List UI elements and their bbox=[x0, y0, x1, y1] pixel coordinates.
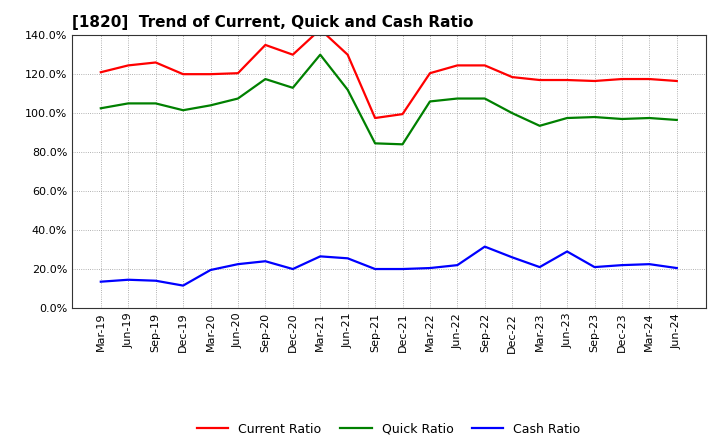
Quick Ratio bbox=[289, 85, 297, 91]
Quick Ratio bbox=[206, 103, 215, 108]
Line: Quick Ratio: Quick Ratio bbox=[101, 55, 677, 144]
Current Ratio bbox=[426, 70, 434, 76]
Cash Ratio bbox=[645, 261, 654, 267]
Text: [1820]  Trend of Current, Quick and Cash Ratio: [1820] Trend of Current, Quick and Cash … bbox=[72, 15, 473, 30]
Quick Ratio bbox=[261, 77, 270, 82]
Quick Ratio bbox=[672, 117, 681, 123]
Quick Ratio bbox=[590, 114, 599, 120]
Current Ratio bbox=[343, 52, 352, 57]
Cash Ratio bbox=[480, 244, 489, 249]
Current Ratio bbox=[618, 77, 626, 82]
Current Ratio bbox=[316, 27, 325, 32]
Current Ratio bbox=[590, 78, 599, 84]
Quick Ratio bbox=[480, 96, 489, 101]
Current Ratio bbox=[645, 77, 654, 82]
Quick Ratio bbox=[453, 96, 462, 101]
Quick Ratio bbox=[536, 123, 544, 128]
Quick Ratio bbox=[124, 101, 132, 106]
Legend: Current Ratio, Quick Ratio, Cash Ratio: Current Ratio, Quick Ratio, Cash Ratio bbox=[192, 418, 585, 440]
Current Ratio bbox=[563, 77, 572, 83]
Current Ratio bbox=[206, 72, 215, 77]
Quick Ratio bbox=[151, 101, 160, 106]
Quick Ratio bbox=[316, 52, 325, 57]
Current Ratio bbox=[289, 52, 297, 57]
Cash Ratio bbox=[536, 264, 544, 270]
Cash Ratio bbox=[563, 249, 572, 254]
Quick Ratio bbox=[398, 142, 407, 147]
Current Ratio bbox=[261, 42, 270, 48]
Cash Ratio bbox=[233, 261, 242, 267]
Quick Ratio bbox=[426, 99, 434, 104]
Quick Ratio bbox=[233, 96, 242, 101]
Cash Ratio bbox=[289, 266, 297, 271]
Current Ratio bbox=[124, 63, 132, 68]
Cash Ratio bbox=[426, 265, 434, 271]
Current Ratio bbox=[536, 77, 544, 83]
Cash Ratio bbox=[453, 263, 462, 268]
Current Ratio bbox=[151, 60, 160, 65]
Cash Ratio bbox=[371, 266, 379, 271]
Cash Ratio bbox=[508, 255, 516, 260]
Cash Ratio bbox=[151, 278, 160, 283]
Quick Ratio bbox=[96, 106, 105, 111]
Cash Ratio bbox=[398, 266, 407, 271]
Quick Ratio bbox=[371, 141, 379, 146]
Quick Ratio bbox=[508, 110, 516, 116]
Quick Ratio bbox=[618, 116, 626, 121]
Cash Ratio bbox=[590, 264, 599, 270]
Quick Ratio bbox=[563, 115, 572, 121]
Quick Ratio bbox=[645, 115, 654, 121]
Current Ratio bbox=[672, 78, 681, 84]
Current Ratio bbox=[233, 70, 242, 76]
Current Ratio bbox=[371, 115, 379, 121]
Cash Ratio bbox=[179, 283, 187, 288]
Cash Ratio bbox=[206, 268, 215, 273]
Cash Ratio bbox=[343, 256, 352, 261]
Line: Current Ratio: Current Ratio bbox=[101, 29, 677, 118]
Current Ratio bbox=[96, 70, 105, 75]
Cash Ratio bbox=[672, 265, 681, 271]
Current Ratio bbox=[179, 72, 187, 77]
Current Ratio bbox=[453, 63, 462, 68]
Quick Ratio bbox=[343, 87, 352, 92]
Current Ratio bbox=[508, 74, 516, 80]
Quick Ratio bbox=[179, 107, 187, 113]
Cash Ratio bbox=[316, 254, 325, 259]
Cash Ratio bbox=[96, 279, 105, 284]
Current Ratio bbox=[480, 63, 489, 68]
Cash Ratio bbox=[124, 277, 132, 282]
Line: Cash Ratio: Cash Ratio bbox=[101, 246, 677, 286]
Cash Ratio bbox=[618, 263, 626, 268]
Cash Ratio bbox=[261, 259, 270, 264]
Current Ratio bbox=[398, 111, 407, 117]
